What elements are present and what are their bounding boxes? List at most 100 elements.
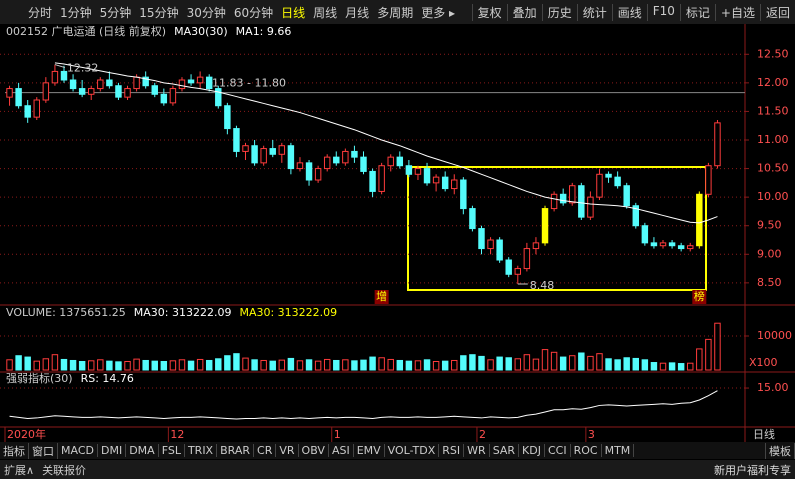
button[interactable]: RSI (439, 444, 465, 457)
candle-body (106, 79, 113, 87)
volume-bar (405, 360, 413, 371)
candle-body (287, 145, 295, 170)
button[interactable]: KDJ (519, 444, 545, 457)
button[interactable]: 月线 (345, 5, 370, 20)
candle-body (360, 156, 367, 172)
button[interactable]: DMI (98, 444, 127, 457)
button[interactable]: TRIX (185, 444, 218, 457)
volume-bar (487, 359, 494, 371)
candle-body (97, 79, 104, 90)
candle-body (659, 242, 667, 247)
button[interactable]: 模板 (765, 442, 795, 459)
button[interactable]: SAR (490, 444, 520, 457)
button[interactable]: 分时 (28, 5, 53, 20)
button[interactable]: 1分钟 (60, 5, 92, 20)
volume-bar (60, 358, 68, 371)
x-tick-label: 2020年 (7, 427, 46, 441)
button[interactable]: MTM (602, 444, 635, 457)
button[interactable]: ASI (329, 444, 354, 457)
button[interactable]: OBV (299, 444, 329, 457)
candle-body (650, 242, 658, 247)
candle-body (169, 88, 177, 104)
volume-bar (396, 359, 404, 371)
volume-bar (178, 359, 186, 371)
volume-bar (705, 338, 712, 371)
button[interactable]: 指标 (0, 442, 29, 459)
candle-body (677, 245, 685, 250)
button[interactable]: 周线 (313, 5, 338, 20)
volume-bar (305, 359, 313, 371)
button[interactable]: 扩展∧ (4, 463, 35, 477)
y-tick-label: 9.50 (757, 219, 782, 232)
candle-body (705, 165, 712, 195)
button[interactable]: 日线 (281, 5, 306, 20)
button[interactable]: 30分钟 (186, 5, 226, 20)
volume-bar (251, 359, 258, 371)
volume-bar (314, 360, 322, 371)
button[interactable]: 统计 (576, 3, 612, 21)
volume-bar (6, 359, 13, 371)
unit-label: X100 (749, 356, 778, 369)
button[interactable]: 关联报价 (42, 463, 87, 477)
button[interactable]: VR (276, 444, 299, 457)
button[interactable]: WR (464, 444, 490, 457)
candle-body (251, 145, 258, 164)
button[interactable]: CR (254, 444, 277, 457)
volume-bar (569, 355, 576, 371)
volume-bar (260, 359, 267, 371)
tool-buttons: 复权 叠加 历史 统计 画线 F10 标记 +自选 返回 (471, 3, 795, 21)
button[interactable]: +自选 (714, 3, 760, 21)
y-tick-label: 11.50 (757, 104, 789, 117)
candle-body (269, 148, 276, 155)
candle-body (451, 179, 458, 190)
panel-header: 强弱指标(30) (6, 371, 73, 385)
y-tick-label: 15.00 (757, 381, 789, 394)
volume-bar (559, 356, 567, 371)
button[interactable]: F10 (646, 3, 680, 21)
candle-body (233, 128, 240, 152)
candle-body (69, 79, 77, 90)
volume-bar (668, 362, 676, 371)
button[interactable]: 复权 (471, 3, 507, 21)
button[interactable]: 更多 ▸ (421, 5, 456, 20)
annotation-pointer (54, 64, 66, 69)
volume-bar (106, 360, 113, 371)
button[interactable]: 多周期 (377, 5, 414, 20)
volume-bar (687, 362, 694, 371)
button[interactable]: 5分钟 (99, 5, 132, 20)
button[interactable]: 15分钟 (139, 5, 179, 20)
button[interactable]: 60分钟 (233, 5, 274, 20)
button[interactable]: MACD (58, 444, 98, 457)
button[interactable]: FSL (159, 444, 185, 457)
button[interactable]: 返回 (759, 3, 795, 21)
volume-bar (505, 357, 512, 371)
candle-body (42, 82, 50, 101)
volume-bar (423, 359, 431, 371)
button[interactable]: 新用户福利专享 (714, 463, 791, 477)
button[interactable]: 画线 (611, 3, 647, 21)
button[interactable]: DMA (126, 444, 159, 457)
button[interactable]: 历史 (541, 3, 577, 21)
volume-bar (387, 358, 394, 371)
button[interactable]: 叠加 (506, 3, 542, 21)
candle-body (215, 88, 222, 107)
candle-body (687, 245, 694, 250)
button[interactable]: VOL-TDX (385, 444, 440, 457)
volume-bar (369, 356, 376, 371)
button[interactable]: 窗口 (29, 442, 58, 459)
x-tick-label: 2 (479, 428, 486, 441)
x-tick-label: 1 (334, 428, 341, 441)
candle-body (78, 88, 86, 95)
button[interactable]: 标记 (679, 3, 715, 21)
candle-body (278, 145, 286, 155)
button[interactable]: CCI (545, 444, 571, 457)
candle-body (487, 239, 494, 250)
button[interactable]: BRAR (217, 444, 255, 457)
volume-bar (632, 357, 640, 371)
button[interactable]: EMV (354, 444, 385, 457)
volume-bar (151, 360, 158, 371)
period-buttons: 分时 1分钟 5分钟 15分钟 30分钟 60分钟 日线 周线 月线 多周期 更多 ▸ (24, 4, 459, 21)
volume-bar (215, 358, 222, 371)
candle-body (51, 70, 59, 84)
button[interactable]: ROC (571, 444, 602, 457)
